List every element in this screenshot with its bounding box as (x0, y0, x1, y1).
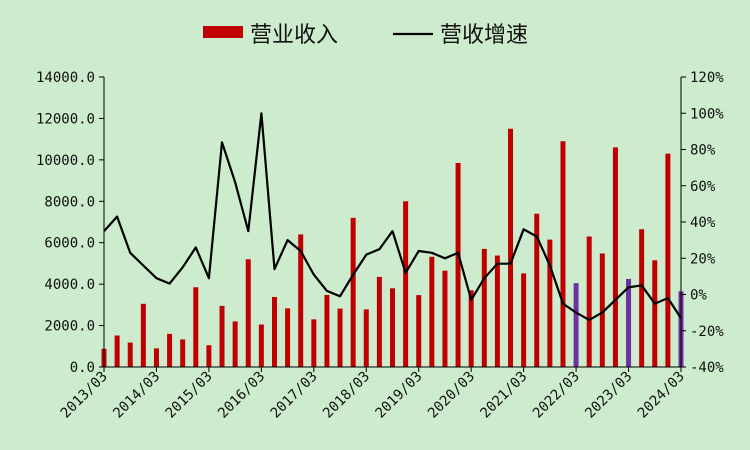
bar (376, 276, 382, 367)
bar (481, 248, 487, 367)
y-left-ticks: 0.0 2000.0 4000.0 6000.0 8000.0 10000.0 12000.… (36, 70, 104, 376)
x-tick-label: 2023/03 (582, 369, 635, 422)
bar (153, 348, 159, 367)
bar (193, 287, 199, 367)
bar (232, 321, 238, 367)
y-left-tick-label: 10000.0 (36, 153, 95, 169)
y-right-tick-label: 20% (690, 251, 716, 267)
x-tick-label: 2020/03 (425, 369, 478, 422)
y-left-tick-label: 0.0 (70, 360, 95, 376)
y-right-tick-label: 120% (690, 70, 724, 86)
x-tick-label: 2021/03 (477, 369, 530, 422)
bar (390, 288, 395, 367)
x-tick-label: 2015/03 (163, 369, 216, 422)
x-ticks: 2013/03 2014/03 2015/03 2016/03 2017/03 2018/… (58, 367, 688, 422)
y-right-tick-label: 0% (690, 288, 707, 304)
bar (271, 296, 277, 367)
bar (180, 339, 186, 367)
bar (652, 260, 658, 367)
bars-revenue (101, 128, 684, 367)
bar (416, 295, 422, 367)
bar (626, 278, 632, 367)
bar (258, 324, 264, 367)
bar (245, 259, 251, 367)
bar (508, 128, 514, 367)
y-right-tick-label: 60% (690, 179, 716, 195)
x-tick-label: 2018/03 (320, 369, 373, 422)
y-left-tick-label: 12000.0 (36, 111, 95, 127)
bar (665, 153, 671, 367)
series-line-growth (103, 112, 682, 321)
bar (521, 273, 527, 367)
bar (114, 335, 120, 367)
legend-swatch-revenue (203, 26, 243, 38)
x-tick-label: 2019/03 (373, 369, 426, 422)
y-left-tick-label: 2000.0 (44, 319, 95, 335)
x-tick-label: 2017/03 (268, 369, 321, 422)
y-left-tick-label: 14000.0 (36, 70, 95, 86)
x-tick-label: 2022/03 (530, 369, 583, 422)
bar (403, 201, 409, 367)
bar (219, 305, 225, 367)
y-right-tick-label: 100% (690, 106, 724, 122)
legend-label-growth: 营收增速 (440, 23, 528, 48)
bar (455, 162, 461, 367)
y-left-tick-label: 6000.0 (44, 236, 95, 252)
bar (311, 319, 317, 367)
bar (429, 256, 435, 367)
x-tick-label: 2016/03 (215, 369, 268, 422)
bar (298, 234, 304, 367)
legend: 营业收入 营收增速 (203, 23, 528, 48)
x-tick-label: 2014/03 (110, 369, 163, 422)
y-right-tick-label: 40% (690, 215, 716, 231)
y-right-tick-label: 80% (690, 143, 716, 159)
bar (140, 303, 146, 367)
y-left-tick-label: 8000.0 (44, 194, 95, 210)
bar (468, 290, 474, 367)
bar (127, 342, 133, 367)
bar (599, 253, 605, 367)
bar (494, 255, 500, 367)
y-left-tick-label: 4000.0 (44, 277, 95, 293)
y-right-tick-label: -40% (690, 360, 724, 376)
bar (206, 345, 212, 367)
bar (586, 236, 592, 367)
bar (285, 308, 291, 367)
bar (560, 141, 566, 367)
bar (324, 294, 330, 367)
bar (534, 213, 540, 367)
bar (350, 217, 356, 367)
bar (442, 270, 448, 367)
bar (167, 333, 173, 367)
bar (337, 308, 343, 367)
legend-label-revenue: 营业收入 (250, 23, 338, 48)
y-right-ticks: -40% -20% 0% 20% 40% 60% 80% 100% 120% (681, 70, 724, 376)
bar (612, 147, 618, 367)
bar (363, 309, 369, 367)
bar (573, 283, 579, 367)
x-tick-label: 2024/03 (635, 369, 688, 422)
x-tick-label: 2013/03 (58, 369, 111, 422)
bar (547, 239, 553, 367)
bar (639, 229, 645, 367)
y-right-tick-label: -20% (690, 324, 724, 340)
